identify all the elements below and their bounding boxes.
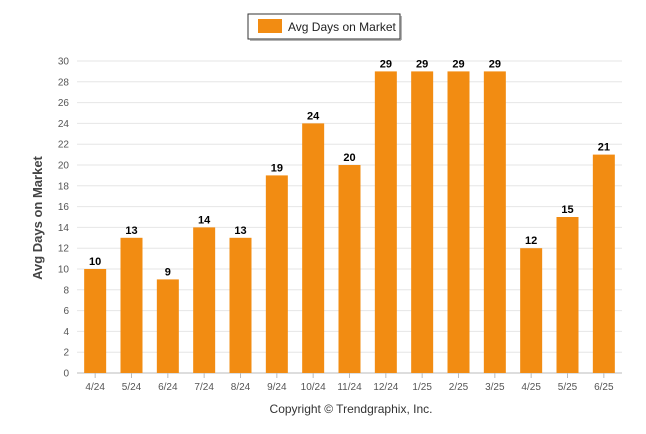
- x-tick-label: 7/24: [194, 382, 214, 393]
- legend[interactable]: Avg Days on Market: [247, 13, 402, 41]
- bar: [265, 175, 288, 373]
- x-tick-label: 6/24: [158, 382, 178, 393]
- x-tick-label: 4/25: [521, 382, 541, 393]
- legend-label: Avg Days on Market: [288, 20, 396, 34]
- y-tick-label: 6: [63, 306, 69, 317]
- copyright-text: Copyright © Trendgraphix, Inc.: [270, 402, 433, 416]
- y-tick-label: 22: [58, 140, 70, 151]
- x-tick-label: 11/24: [337, 382, 362, 393]
- data-label: 29: [452, 58, 464, 70]
- x-tick-label: 6/25: [594, 382, 614, 393]
- bar: [592, 154, 615, 373]
- data-label: 21: [598, 142, 610, 154]
- x-tick-label: 4/24: [85, 382, 105, 393]
- x-tick-label: 2/25: [449, 382, 469, 393]
- x-tick-label: 5/24: [122, 382, 142, 393]
- bar: [556, 217, 579, 373]
- y-tick-label: 16: [58, 202, 70, 213]
- data-label: 29: [380, 58, 392, 70]
- x-tick-label: 1/25: [412, 382, 432, 393]
- bar: [193, 227, 216, 373]
- x-tick-label: 8/24: [231, 382, 251, 393]
- y-tick-label: 18: [58, 181, 70, 192]
- x-tick-label: 3/25: [485, 382, 505, 393]
- data-label: 9: [165, 266, 171, 278]
- y-tick-label: 2: [63, 348, 69, 359]
- y-tick-label: 8: [63, 285, 69, 296]
- legend-swatch: [258, 19, 282, 33]
- bar: [338, 165, 361, 373]
- legend-frame: [247, 13, 401, 40]
- bar: [156, 279, 179, 373]
- bar: [229, 237, 252, 373]
- x-tick-label: 12/24: [373, 382, 398, 393]
- data-label: 15: [561, 204, 573, 216]
- x-tick-label: 10/24: [301, 382, 326, 393]
- data-label: 20: [343, 152, 355, 164]
- bar: [120, 237, 143, 373]
- data-label: 14: [198, 214, 211, 226]
- data-label: 24: [307, 110, 320, 122]
- y-tick-label: 14: [58, 223, 70, 234]
- y-tick-label: 0: [63, 369, 69, 380]
- y-axis-title: Avg Days on Market: [30, 155, 45, 279]
- data-label: 19: [271, 162, 283, 174]
- data-label: 10: [89, 256, 101, 268]
- x-tick-label: 9/24: [267, 382, 287, 393]
- data-label: 12: [525, 235, 537, 247]
- y-tick-label: 30: [58, 57, 70, 68]
- x-tick-label: 5/25: [558, 382, 578, 393]
- y-tick-label: 26: [58, 98, 70, 109]
- x-axis-ticks: 4/24 5/24 6/24 7/24 8/24 9/24 10/24 11/24 12/24 1…: [85, 373, 614, 393]
- y-tick-label: 10: [58, 265, 70, 276]
- bar: [374, 71, 397, 374]
- bar: [520, 248, 543, 373]
- y-tick-label: 20: [58, 161, 70, 172]
- bar: [84, 269, 107, 373]
- bars: [84, 71, 615, 374]
- bar: [302, 123, 325, 374]
- y-tick-label: 28: [58, 77, 70, 88]
- data-label: 13: [125, 225, 137, 237]
- y-tick-label: 4: [63, 327, 69, 338]
- bar: [411, 71, 434, 374]
- y-tick-label: 24: [58, 119, 70, 130]
- data-label: 13: [234, 225, 246, 237]
- bar: [483, 71, 506, 374]
- data-label: 29: [416, 58, 428, 70]
- data-labels: 10 13 9 14 13 19 24 20 29 29 29 29 12 15 21: [89, 58, 610, 278]
- bar: [447, 71, 470, 374]
- data-label: 29: [489, 58, 501, 70]
- y-tick-label: 12: [58, 244, 70, 255]
